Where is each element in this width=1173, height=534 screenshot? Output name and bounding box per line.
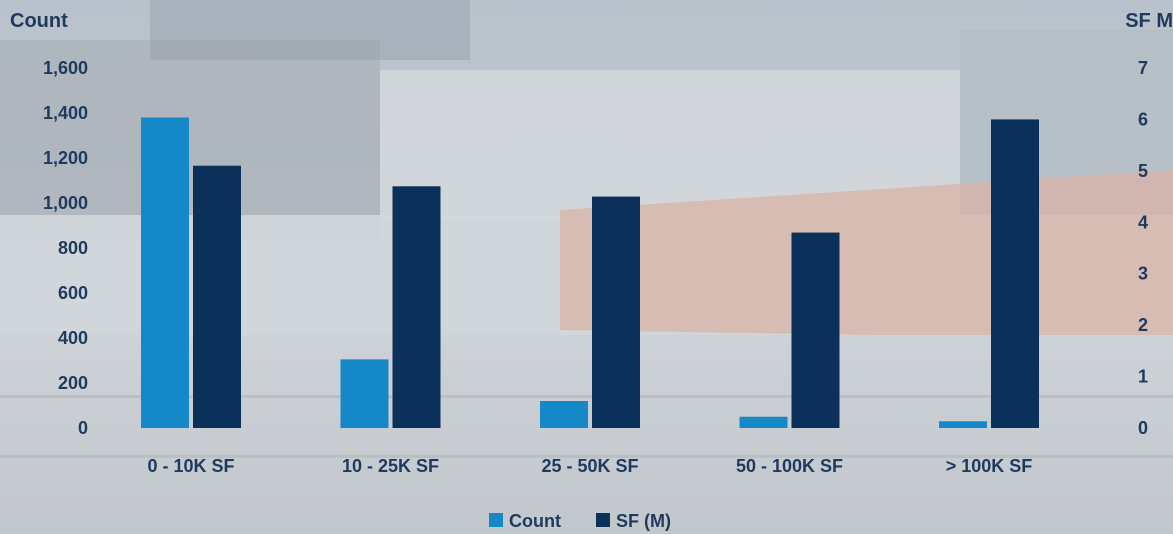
right-tick-label: 6 [1138, 109, 1148, 129]
left-tick-label: 200 [58, 373, 88, 393]
category-label: 25 - 50K SF [541, 456, 638, 476]
bar-sf-2 [592, 196, 640, 428]
left-tick-label: 800 [58, 238, 88, 258]
left-tick-label: 0 [78, 418, 88, 438]
category-labels: 0 - 10K SF 10 - 25K SF 25 - 50K SF 50 - 100… [147, 456, 1032, 476]
left-axis-ticks: 0 200 400 600 800 1,000 1,200 1,400 1,600 [43, 58, 88, 438]
bar-sf-3 [791, 232, 840, 428]
category-label: 0 - 10K SF [147, 456, 234, 476]
left-tick-label: 1,000 [43, 193, 88, 213]
right-axis-ticks: 0 1 2 3 4 5 6 7 [1138, 58, 1148, 438]
legend-swatch-count [489, 513, 503, 527]
bar-count-4 [939, 421, 987, 428]
left-tick-label: 1,200 [43, 148, 88, 168]
left-tick-label: 600 [58, 283, 88, 303]
bar-sf-4 [991, 119, 1039, 428]
bar-count-3 [739, 416, 788, 428]
bars [141, 117, 1039, 428]
category-label: 50 - 100K SF [736, 456, 843, 476]
left-tick-label: 1,600 [43, 58, 88, 78]
legend: Count SF (M) [489, 511, 671, 531]
right-tick-label: 7 [1138, 58, 1148, 78]
legend-swatch-sf [596, 513, 610, 527]
legend-label-count: Count [509, 511, 561, 531]
bar-count-1 [340, 359, 389, 428]
right-tick-label: 3 [1138, 264, 1148, 284]
category-label: 10 - 25K SF [342, 456, 439, 476]
right-tick-label: 4 [1138, 212, 1148, 232]
left-tick-label: 400 [58, 328, 88, 348]
bar-count-0 [141, 117, 189, 428]
right-tick-label: 5 [1138, 161, 1148, 181]
right-axis-title: SF M [1125, 10, 1173, 32]
left-tick-label: 1,400 [43, 103, 88, 123]
bar-sf-1 [392, 186, 441, 428]
right-tick-label: 0 [1138, 418, 1148, 438]
legend-label-sf: SF (M) [616, 511, 671, 531]
bar-count-2 [540, 401, 588, 428]
left-axis-title: Count [10, 10, 68, 32]
right-tick-label: 2 [1138, 315, 1148, 335]
right-tick-label: 1 [1138, 367, 1148, 387]
bar-sf-0 [193, 165, 241, 428]
category-label: > 100K SF [946, 456, 1033, 476]
